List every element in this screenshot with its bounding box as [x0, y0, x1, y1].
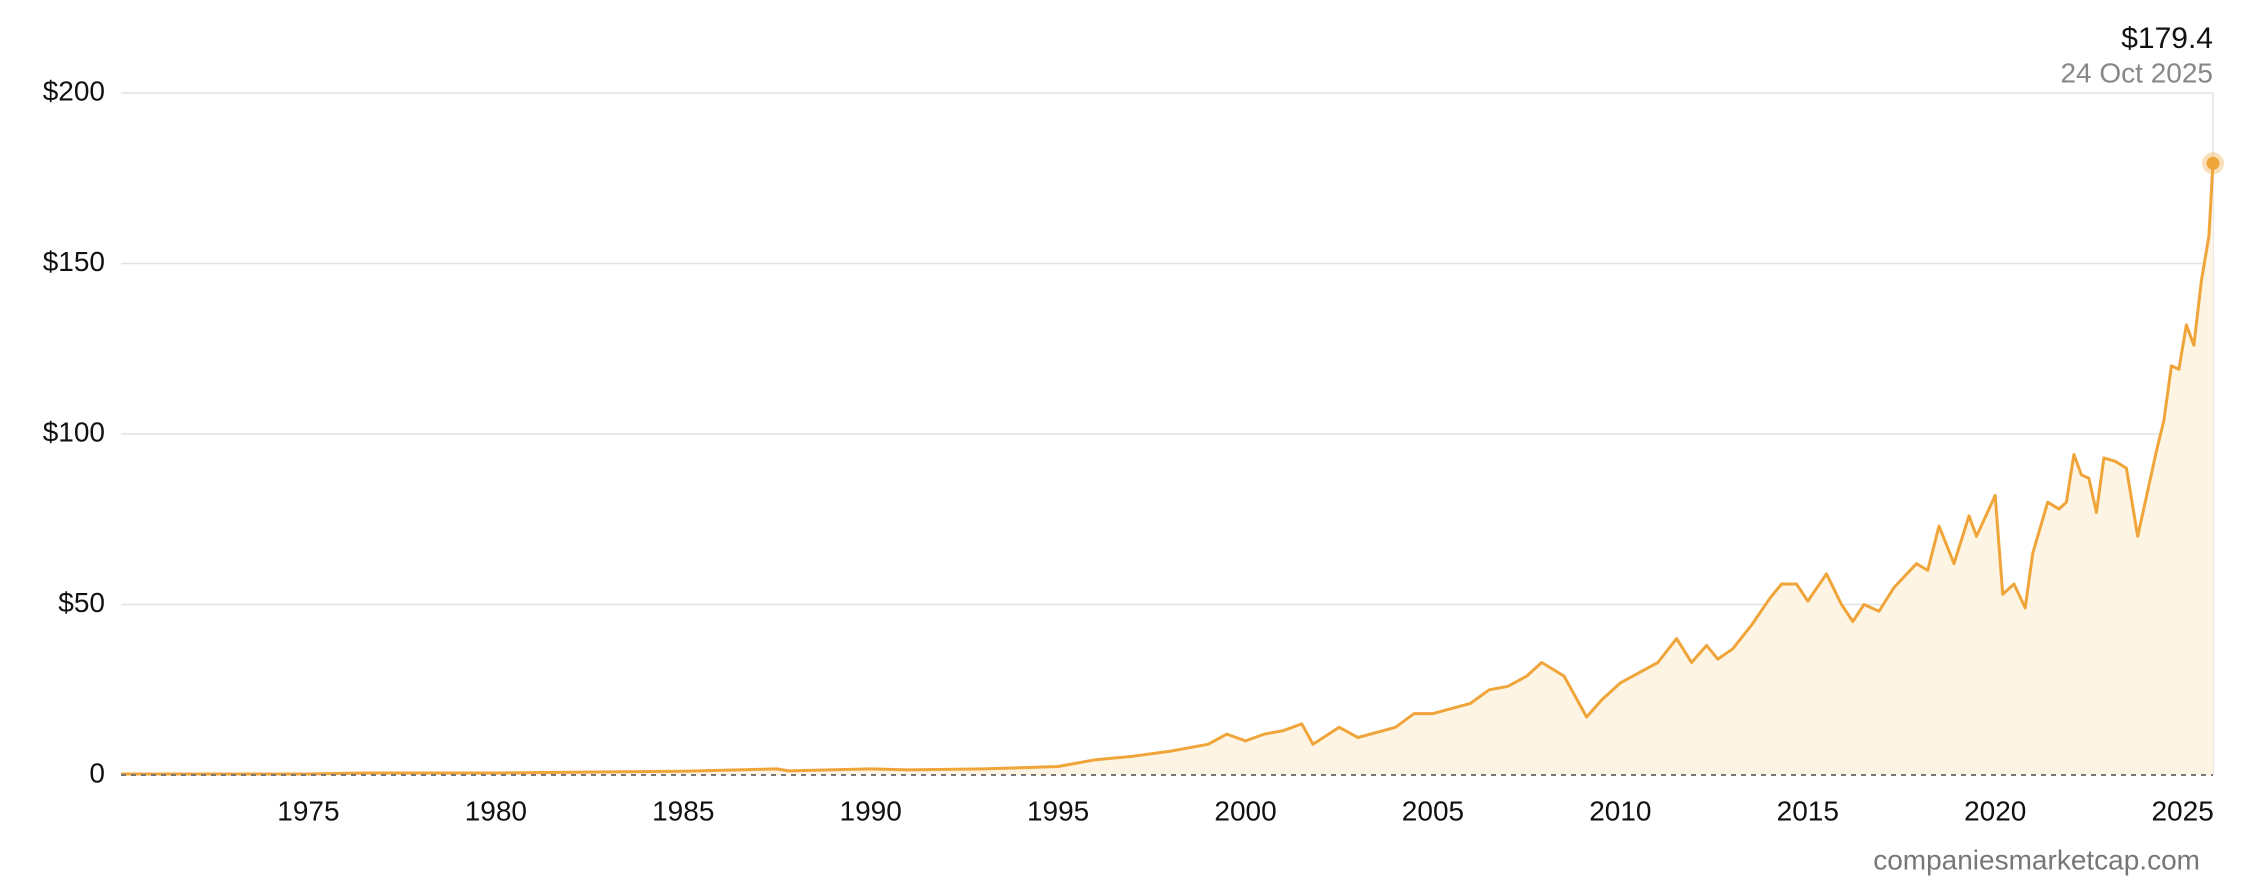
x-tick-label: 1980 [465, 795, 527, 826]
x-tick-label: 1990 [840, 795, 902, 826]
last-date-label: 24 Oct 2025 [2060, 57, 2213, 88]
y-tick-label: $150 [43, 246, 105, 277]
x-tick-label: 1995 [1027, 795, 1089, 826]
x-tick-label: 1975 [277, 795, 339, 826]
source-label: companiesmarketcap.com [1873, 844, 2200, 875]
x-tick-label: 2020 [1964, 795, 2026, 826]
x-tick-label: 2025 [2151, 795, 2213, 826]
x-tick-label: 2005 [1402, 795, 1464, 826]
last-value-label: $179.4 [2121, 22, 2213, 55]
x-tick-label: 2015 [1777, 795, 1839, 826]
y-tick-label: $100 [43, 416, 105, 447]
y-tick-label: $50 [58, 587, 105, 618]
last-point [2206, 156, 2220, 170]
area-fill [121, 163, 2213, 775]
y-tick-label: 0 [89, 757, 105, 788]
x-tick-label: 2000 [1214, 795, 1276, 826]
x-tick-label: 1985 [652, 795, 714, 826]
y-tick-label: $200 [43, 75, 105, 106]
x-tick-label: 2010 [1589, 795, 1651, 826]
price-line [121, 163, 2215, 776]
